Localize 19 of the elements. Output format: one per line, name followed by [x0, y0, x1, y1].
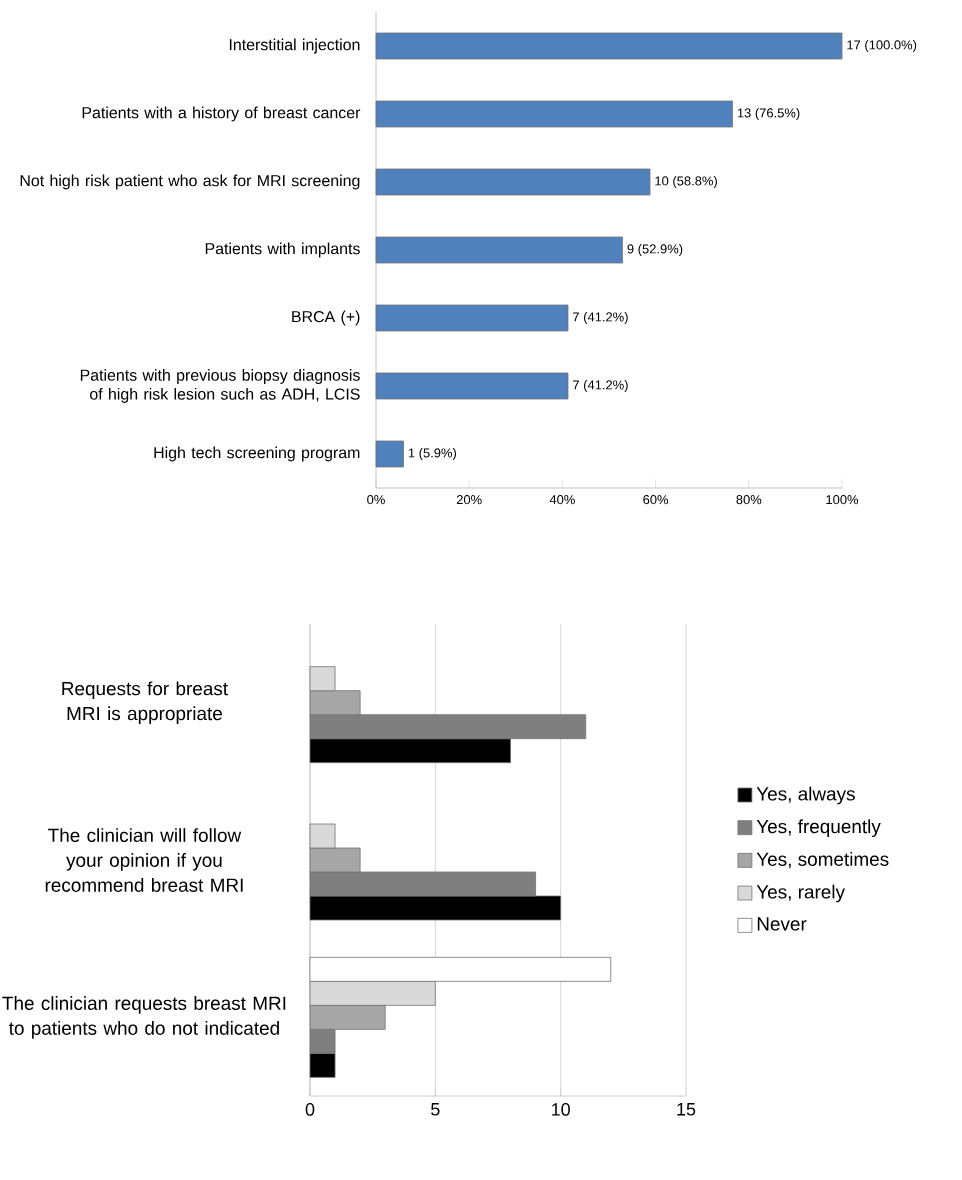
x-tick-label: 15 — [677, 1103, 696, 1116]
bar — [375, 32, 843, 60]
x-tick-label: 0 — [305, 1103, 315, 1116]
y-tick-label: The clinician requests breast MRI to patients who do not indicated — [2, 996, 286, 1039]
y-tick-label: Requests for breast MRI is appropriate — [62, 681, 228, 724]
bar — [375, 440, 404, 468]
y-tick-label: The clinician will follow your opinion if you recommend breast MRI — [45, 828, 243, 892]
x-tick-label: 5 — [431, 1103, 440, 1116]
x-tick-label: 10 — [552, 1103, 570, 1116]
bar — [375, 304, 569, 332]
legend-label: Yes, always — [756, 786, 855, 805]
bar — [375, 236, 623, 264]
legend-label: Yes, rarely — [756, 884, 845, 903]
legend-label: Yes, sometimes — [756, 852, 889, 869]
legend-label: Never — [757, 917, 807, 931]
bar — [375, 372, 569, 400]
bar — [375, 168, 651, 196]
legend-label: Yes, frequently — [756, 819, 881, 837]
bar — [375, 100, 733, 128]
